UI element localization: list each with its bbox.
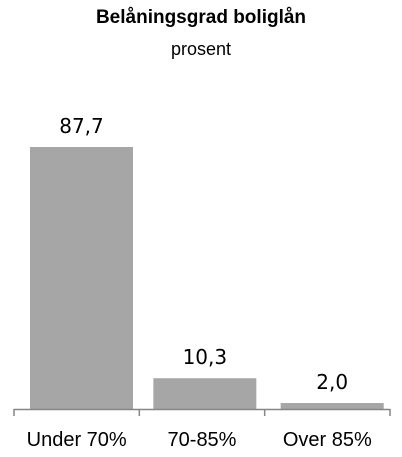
bar-under-70: [30, 147, 133, 409]
chart-subtitle: prosent: [170, 39, 232, 59]
data-label: 87,7: [59, 114, 104, 138]
data-label: 10,3: [183, 345, 228, 369]
bar-70-85: [153, 378, 257, 409]
x-tick-label: 70-85%: [168, 429, 237, 451]
chart-title: Belåningsgrad boliglån: [95, 7, 307, 28]
bar-over-85: [280, 403, 384, 409]
data-label: 2,0: [316, 370, 348, 394]
x-tick-label: Over 85%: [283, 429, 372, 451]
x-tick-label: Under 70%: [27, 429, 127, 451]
